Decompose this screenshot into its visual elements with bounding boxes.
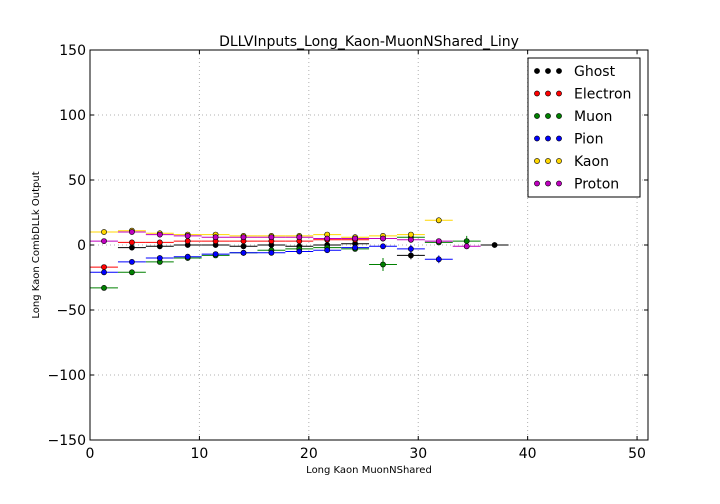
- proton-point: [408, 236, 414, 243]
- ghost-point: [491, 242, 498, 248]
- pion-point: [296, 248, 303, 255]
- legend-marker: [545, 90, 551, 97]
- legend-marker: [534, 135, 540, 142]
- legend-marker: [534, 68, 540, 74]
- legend-label: Pion: [574, 132, 603, 148]
- proton-point: [380, 235, 386, 242]
- proton-point: [129, 229, 135, 235]
- legend-box: [527, 57, 641, 198]
- legend-label: Proton: [574, 177, 619, 193]
- muon-point: [129, 269, 135, 276]
- marks-layer: [90, 217, 509, 291]
- y-tick-label: −100: [48, 368, 86, 384]
- pion-point: [268, 249, 275, 256]
- legend-marker: [534, 180, 540, 187]
- y-tick-label: 50: [68, 173, 86, 189]
- x-tick-label: 20: [300, 446, 318, 462]
- x-tick-label: 0: [86, 446, 95, 462]
- legend-item-muon: Muon: [534, 109, 612, 125]
- ghost-point: [129, 244, 135, 251]
- proton-point: [435, 238, 442, 244]
- legend-label: Ghost: [574, 64, 616, 80]
- x-axis-label: Long Kaon MuonNShared: [306, 465, 432, 476]
- pion-point: [324, 247, 331, 254]
- legend-marker: [556, 68, 562, 74]
- y-tick-label: −50: [56, 303, 86, 319]
- electron-point: [129, 239, 135, 246]
- legend-marker: [556, 135, 562, 142]
- legend-marker: [556, 180, 562, 187]
- pion-point: [101, 269, 107, 276]
- legend-marker: [556, 90, 562, 97]
- pion-point: [129, 258, 135, 265]
- legend-marker: [545, 180, 551, 187]
- muon-point: [101, 284, 107, 291]
- series-muon: [90, 233, 481, 291]
- ticks-layer: 0 10 20 30 40 50 −150 −100 −50 0 50 100 150: [48, 43, 648, 462]
- legend-marker: [556, 113, 562, 119]
- x-tick-label: 50: [628, 446, 646, 462]
- kaon-point: [101, 229, 107, 235]
- pion-point: [408, 245, 414, 252]
- legend-marker: [545, 68, 551, 74]
- legend-item-pion: Pion: [534, 132, 603, 148]
- proton-point: [268, 234, 275, 241]
- legend-item-kaon: Kaon: [534, 154, 609, 170]
- series-pion: [90, 243, 453, 276]
- x-tick-label: 10: [190, 446, 208, 462]
- pion-point: [212, 251, 219, 257]
- ghost-point: [408, 252, 414, 259]
- legend-marker: [556, 158, 562, 164]
- y-axis-label: Long Kaon CombDLLk Output: [31, 171, 42, 318]
- proton-point: [463, 243, 470, 250]
- proton-point: [240, 234, 247, 241]
- legend-label: Kaon: [574, 154, 609, 170]
- kaon-point: [435, 217, 442, 224]
- proton-point: [352, 235, 359, 242]
- electron-point: [184, 238, 191, 244]
- legend-label: Muon: [574, 109, 612, 125]
- pion-point: [352, 244, 359, 251]
- legend-marker: [545, 135, 551, 142]
- chart-title: DLLVInputs_Long_Kaon-MuonNShared_Liny: [219, 34, 519, 50]
- kaon-point: [408, 231, 414, 238]
- proton-point: [184, 232, 191, 239]
- y-tick-label: 0: [77, 238, 86, 254]
- ghost-point: [240, 243, 247, 250]
- series-proton: [90, 229, 481, 250]
- legend-label: Electron: [574, 87, 631, 103]
- electron-point: [101, 264, 107, 270]
- legend-marker: [545, 158, 551, 164]
- proton-point: [156, 231, 163, 238]
- x-tick-label: 40: [519, 446, 537, 462]
- pion-point: [240, 249, 247, 256]
- x-tick-label: 30: [409, 446, 427, 462]
- legend-marker: [534, 158, 540, 164]
- legend-item-electron: Electron: [534, 87, 631, 103]
- y-tick-label: 150: [59, 43, 86, 59]
- legend-item-proton: Proton: [534, 177, 619, 193]
- muon-point: [380, 261, 386, 268]
- muon-point: [463, 238, 470, 244]
- pion-point: [380, 243, 386, 250]
- y-tick-label: −150: [48, 433, 86, 449]
- legend-marker: [534, 90, 540, 97]
- pion-point: [435, 256, 442, 263]
- y-tick-label: 100: [59, 108, 86, 124]
- electron-point: [156, 239, 163, 246]
- proton-point: [212, 234, 219, 241]
- proton-point: [101, 238, 107, 244]
- proton-point: [296, 234, 303, 241]
- pion-point: [156, 255, 163, 261]
- legend-marker: [545, 113, 551, 119]
- pion-point: [184, 253, 191, 260]
- proton-point: [324, 235, 331, 242]
- legend-item-ghost: Ghost: [534, 64, 616, 80]
- legend-marker: [534, 113, 540, 119]
- legend: Ghost Electron Muon Pion Kaon Proton: [527, 57, 641, 198]
